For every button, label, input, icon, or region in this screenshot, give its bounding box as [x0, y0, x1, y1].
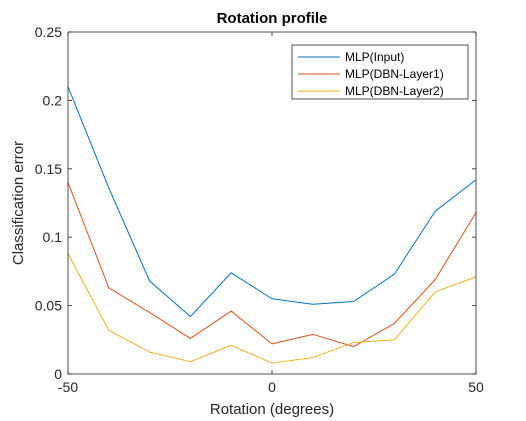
series-line-2: [67, 182, 477, 348]
x-tick-label: 0: [268, 379, 276, 395]
legend: MLP(Input) MLP(DBN-Layer1) MLP(DBN-Layer2): [291, 44, 469, 100]
x-axis-label: Rotation (degrees): [210, 401, 334, 418]
series-line-3: [67, 253, 477, 364]
legend-label-3: MLP(DBN-Layer2): [345, 84, 444, 98]
x-tick-label: 50: [468, 379, 484, 395]
legend-label-1: MLP(Input): [345, 50, 404, 64]
y-tick-label: 0.25: [35, 24, 62, 40]
x-tick-label: -50: [58, 379, 78, 395]
y-tick-label: 0: [54, 366, 62, 382]
series-line-1: [67, 86, 477, 318]
legend-box: [291, 44, 469, 100]
y-tick-label: 0.1: [43, 229, 63, 245]
legend-label-2: MLP(DBN-Layer1): [345, 67, 444, 81]
y-axis-label: Classification error: [10, 141, 27, 265]
y-tick-label: 0.2: [43, 92, 63, 108]
series-layer: [67, 86, 477, 364]
y-tick-label: 0.05: [35, 298, 62, 314]
y-tick-label: 0.15: [35, 161, 62, 177]
chart-title: Rotation profile: [217, 10, 328, 27]
plot-frame: [67, 31, 477, 375]
